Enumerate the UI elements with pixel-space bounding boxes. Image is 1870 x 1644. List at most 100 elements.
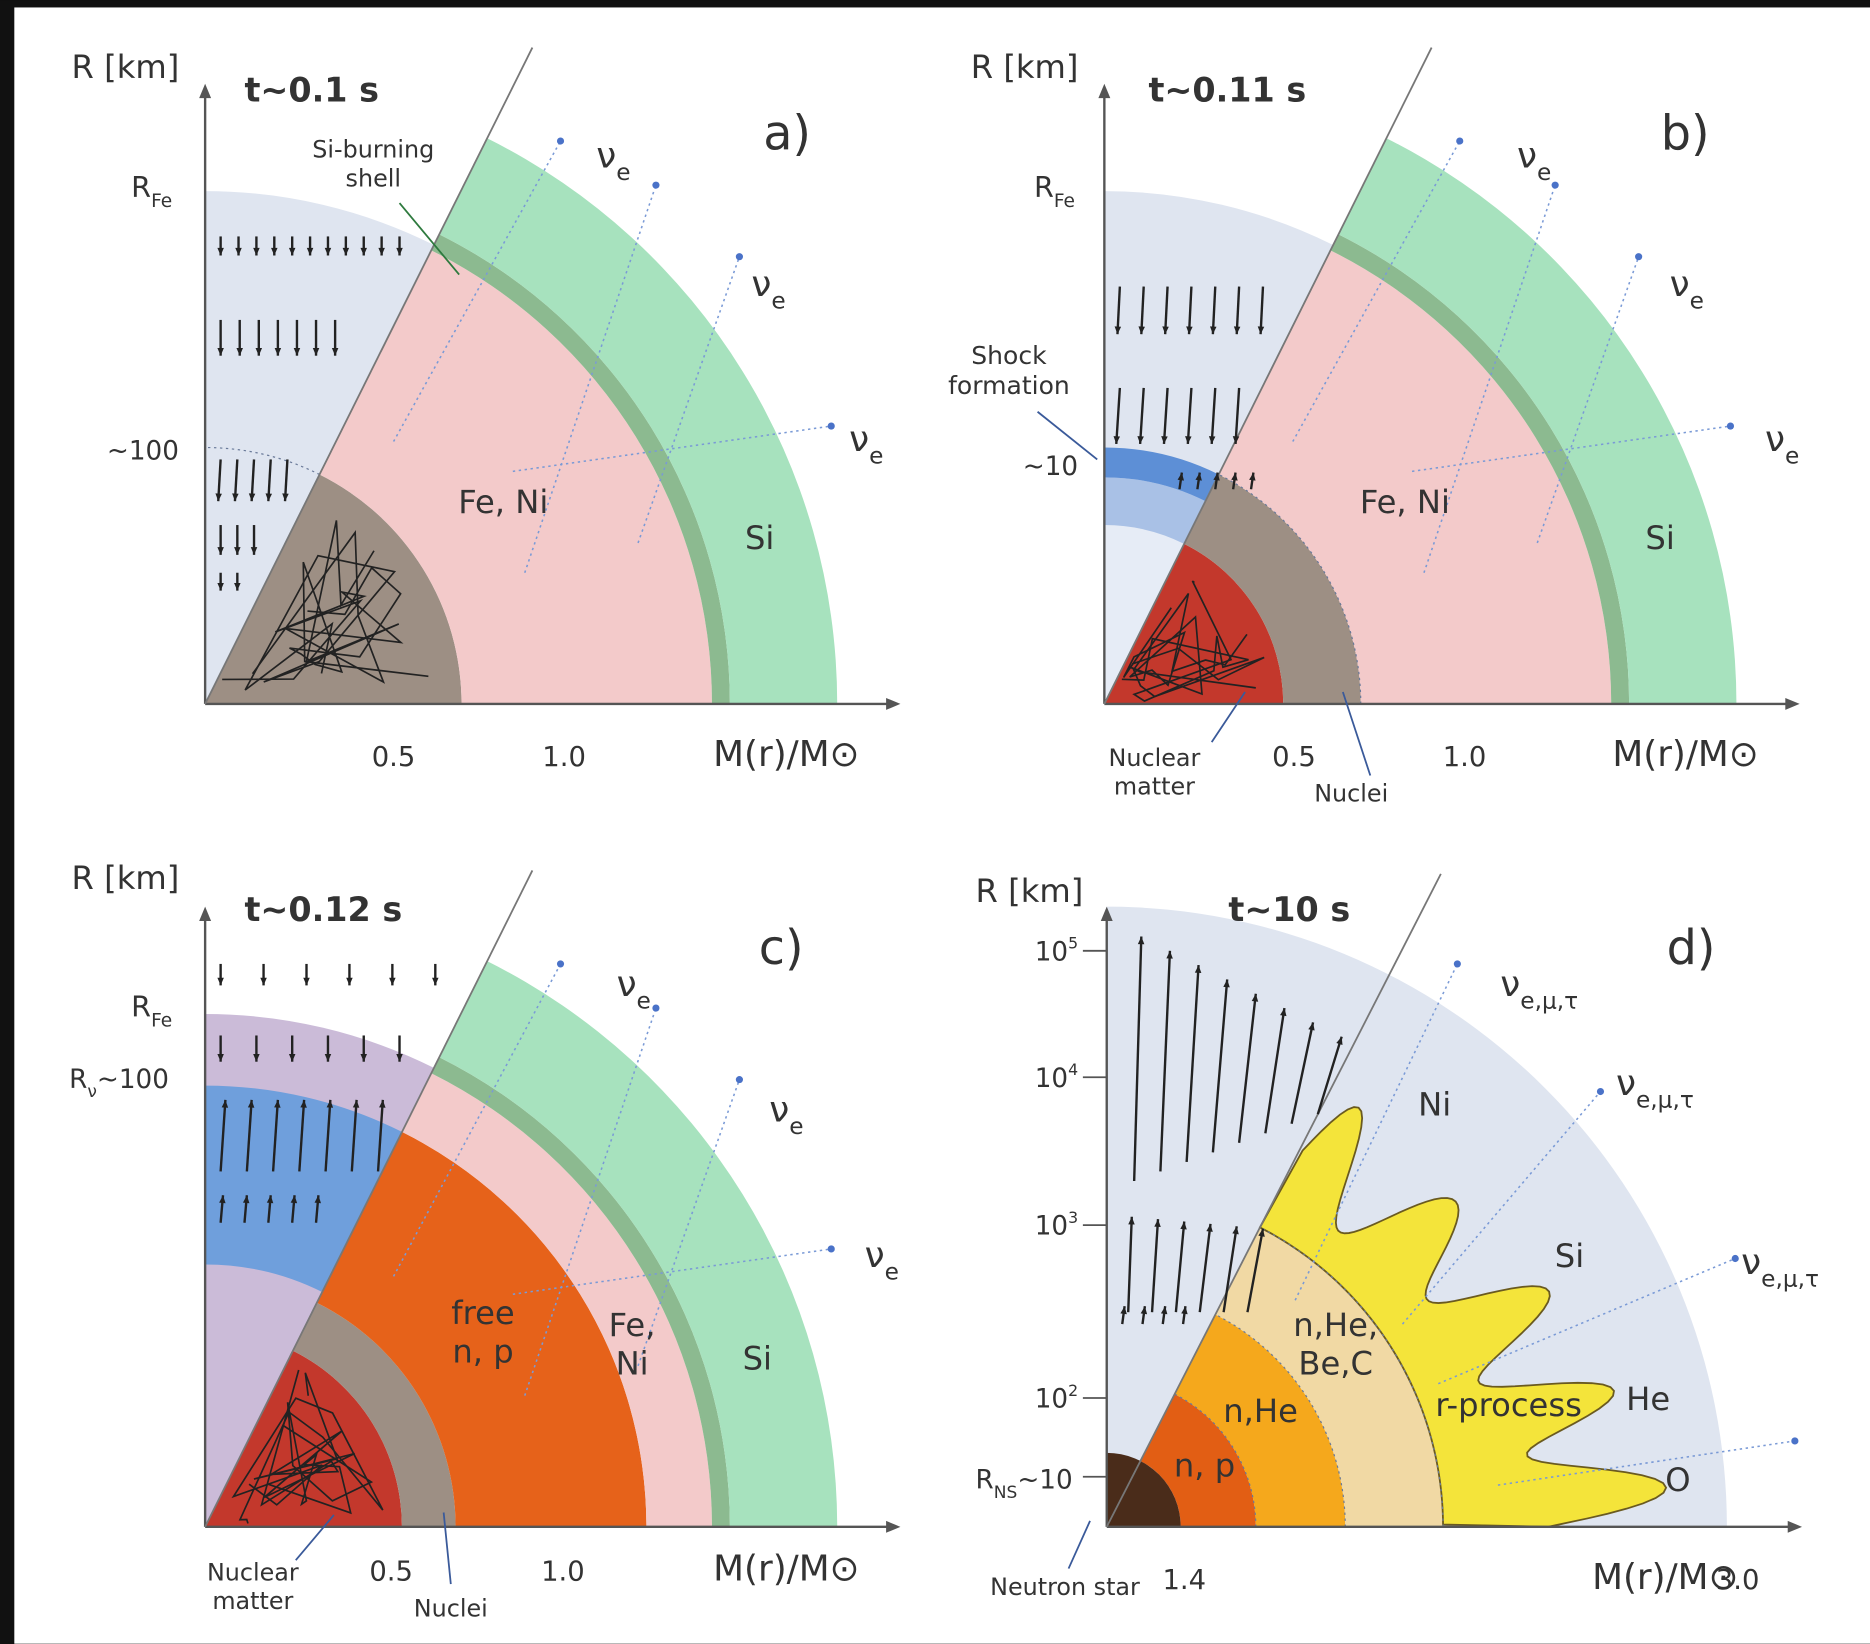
label: d) <box>1667 921 1716 976</box>
region-label: Fe, Ni <box>458 483 548 521</box>
text-part: R <box>131 170 151 204</box>
subscript: Fe <box>151 191 172 212</box>
neutrino-dot <box>736 253 743 260</box>
subscript: e <box>885 1258 899 1285</box>
neutrino-dot <box>828 422 835 429</box>
region-label: Si <box>745 519 774 557</box>
subscript: 4 <box>1068 1060 1078 1079</box>
x-tick-label: 1.0 <box>541 1556 585 1587</box>
region-label: n, p <box>1174 1447 1235 1485</box>
page: {"panels":[ {"label":"a)","time":"t~0.1 … <box>0 0 1870 1644</box>
subscript: e <box>1785 443 1799 470</box>
time: t~0.12 s <box>244 890 402 929</box>
y-axis: R [km] <box>72 48 180 86</box>
region-label: Si <box>1555 1237 1584 1275</box>
bottom-label: Nuclear <box>207 1558 299 1586</box>
y-axis: R [km] <box>976 872 1084 910</box>
text-part: 10 <box>1035 937 1068 967</box>
text-part: R <box>976 1466 994 1496</box>
text-part: R <box>1034 170 1054 204</box>
x-axis: M(r)/M⊙ <box>713 1548 859 1589</box>
neutrino-dot <box>1454 960 1461 967</box>
neutrino-dot <box>1727 422 1734 429</box>
text-part: 10 <box>1035 1064 1068 1094</box>
region-label: Si <box>1645 519 1674 557</box>
time: t~0.1 s <box>244 71 379 110</box>
bottom-label: matter <box>212 1587 293 1615</box>
subscript: e <box>869 443 883 470</box>
region-label: O <box>1665 1461 1690 1499</box>
subscript: Fe <box>151 1010 172 1031</box>
text-part: R <box>131 989 151 1023</box>
text-part: ν <box>1500 964 1520 1005</box>
text-part: ν <box>751 264 771 305</box>
subscript: 3 <box>1068 1208 1078 1227</box>
x-axis: M(r)/M⊙ <box>713 734 859 775</box>
bottom-label: Nuclear <box>1109 744 1201 772</box>
x-tick-label: 0.5 <box>369 1556 413 1587</box>
subscript: ν <box>87 1082 97 1102</box>
subscript: e <box>1690 288 1704 315</box>
neutrino-dot <box>1552 182 1559 189</box>
text-part: ν <box>1741 1242 1761 1283</box>
subscript: 2 <box>1068 1381 1078 1400</box>
subscript: NS <box>994 1483 1018 1503</box>
region-label: Si <box>743 1339 772 1377</box>
neutrino-dot <box>828 1245 835 1252</box>
neutrino-dot <box>1732 1255 1739 1262</box>
subscript: e <box>771 288 785 315</box>
annotation: formation <box>948 371 1070 400</box>
region-label: Ni <box>1418 1085 1451 1123</box>
neutrino-dot <box>557 137 564 144</box>
subscript: e <box>789 1113 803 1140</box>
subscript: e,μ,τ <box>1636 1087 1694 1114</box>
time: t~10 s <box>1228 890 1350 929</box>
label: b) <box>1661 106 1710 161</box>
region-label: free <box>451 1294 514 1332</box>
x-tick-label: 1.0 <box>542 742 586 773</box>
subscript: e <box>637 988 651 1015</box>
text-part: ν <box>1517 135 1537 176</box>
neutrino-dot <box>557 960 564 967</box>
subscript: e,μ,τ <box>1761 1266 1819 1293</box>
text-part: ν <box>1616 1063 1636 1104</box>
text-part: ν <box>769 1089 789 1130</box>
subscript: e <box>616 159 630 186</box>
time: t~0.11 s <box>1148 71 1306 110</box>
bottom-label: Nuclei <box>414 1594 488 1622</box>
x-tick-label: 0.5 <box>1272 742 1316 773</box>
region-label: Ni <box>616 1345 649 1383</box>
y-axis: R [km] <box>72 859 180 897</box>
text-part: ν <box>1765 419 1785 460</box>
neutrino-dot <box>652 182 659 189</box>
neutrino-dot <box>1597 1088 1604 1095</box>
neutrino-dot <box>1635 253 1642 260</box>
label: c) <box>759 921 804 976</box>
text-part: ν <box>849 419 869 460</box>
text-part: ν <box>865 1235 885 1276</box>
text-part: ν <box>596 135 616 176</box>
region-label: Fe, Ni <box>1360 483 1450 521</box>
neutrino-dot <box>1456 137 1463 144</box>
label: a) <box>763 106 811 161</box>
neutrino-dot <box>736 1076 743 1083</box>
bottom-label: matter <box>1114 773 1195 801</box>
x-tick-label: 3.0 <box>1716 1565 1760 1596</box>
region-label: r-process <box>1435 1386 1581 1424</box>
neutrino-dot <box>652 1004 659 1011</box>
region-label: n,He <box>1223 1392 1298 1430</box>
text-part: 10 <box>1035 1385 1068 1415</box>
region-label: Be,C <box>1298 1345 1373 1383</box>
text-part: ν <box>617 964 637 1005</box>
subscript: e,μ,τ <box>1520 988 1578 1015</box>
annotation: Shock <box>971 341 1047 370</box>
x-tick-label: 1.4 <box>1162 1565 1206 1596</box>
subscript: Fe <box>1054 191 1075 212</box>
annotation: Si-burning <box>312 136 434 164</box>
x-axis: M(r)/M⊙ <box>1612 734 1758 775</box>
figure: R [km]t~0.1 sa)RFe~100Si-burningshellM(r… <box>0 0 1870 1644</box>
text-part: 10 <box>1035 1212 1068 1242</box>
text-part: R <box>69 1065 87 1095</box>
x-tick-label: 1.0 <box>1443 742 1487 773</box>
region-label: He <box>1626 1380 1670 1418</box>
